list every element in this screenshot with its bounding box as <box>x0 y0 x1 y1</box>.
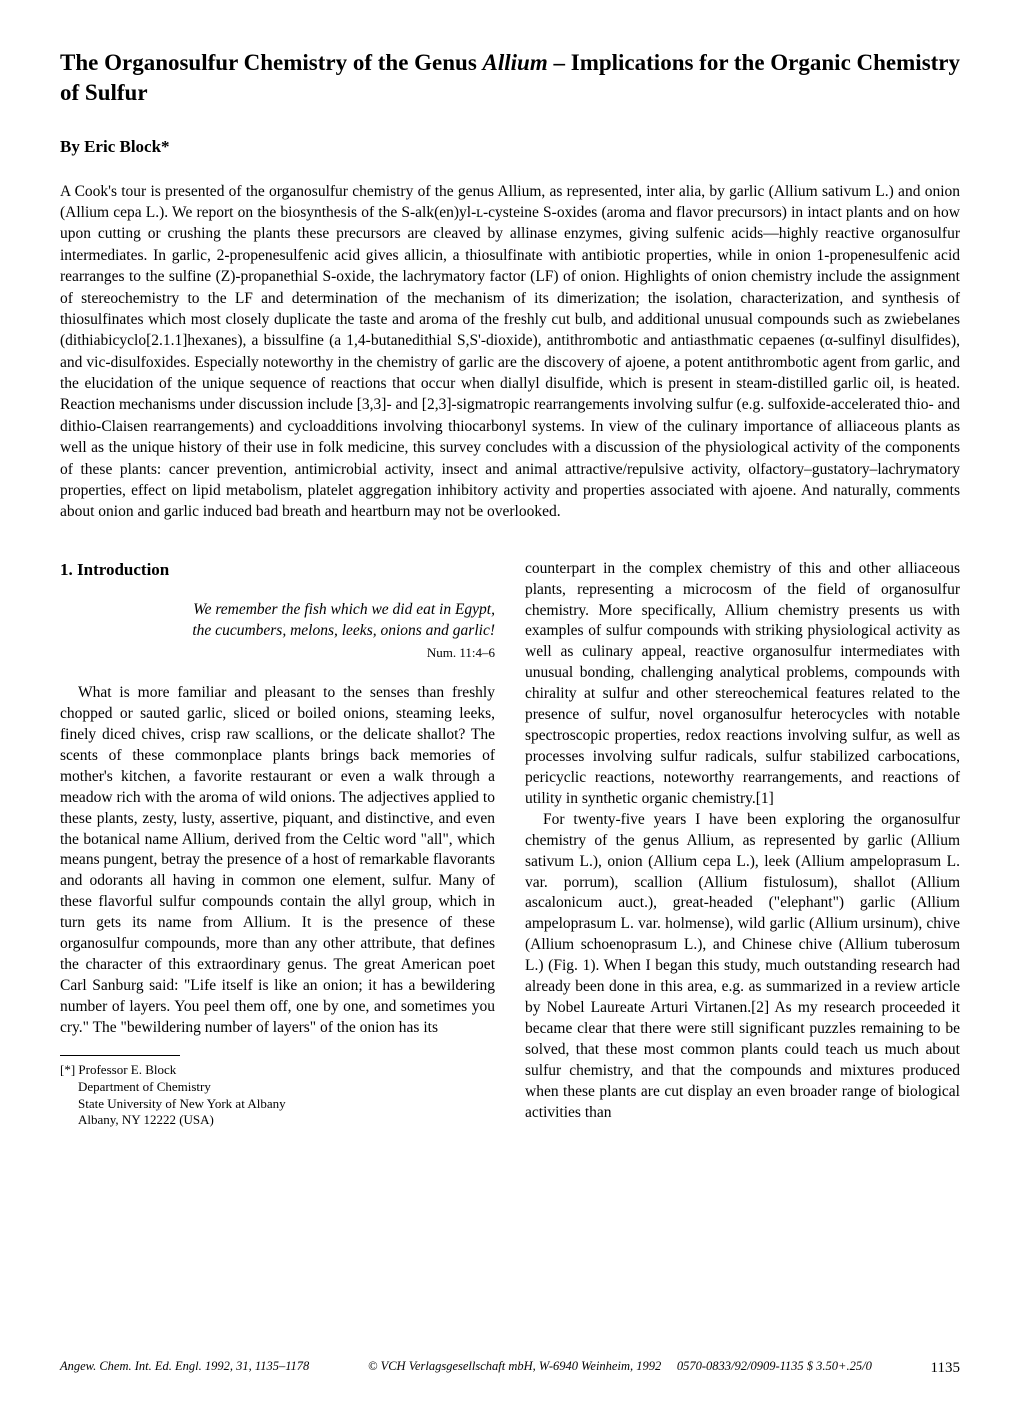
intro-paragraph-1: What is more familiar and pleasant to th… <box>60 683 495 1039</box>
footnote-address: Albany, NY 12222 (USA) <box>78 1112 214 1127</box>
footer-copyright-text: © VCH Verlagsgesellschaft mbH, W-6940 We… <box>368 1359 661 1373</box>
epigraph: We remember the fish which we did eat in… <box>120 600 495 661</box>
footnote-marker: [*] <box>60 1062 75 1077</box>
epigraph-line-2: the cucumbers, melons, leeks, onions and… <box>192 622 495 639</box>
abstract: A Cook's tour is presented of the organo… <box>60 181 960 523</box>
intro-paragraph-1-cont: counterpart in the complex chemistry of … <box>525 559 960 810</box>
author-footnote: [*] Professor E. Block Department of Che… <box>60 1062 495 1130</box>
page-footer: Angew. Chem. Int. Ed. Engl. 1992, 31, 11… <box>60 1358 960 1378</box>
footnote-name: Professor E. Block <box>78 1062 176 1077</box>
footnote-rule <box>60 1055 180 1056</box>
title-part-a: The Organosulfur Chemistry of the Genus <box>60 50 483 75</box>
footer-journal: Angew. Chem. Int. Ed. Engl. 1992, 31, 11… <box>60 1358 309 1378</box>
byline: By Eric Block* <box>60 136 960 159</box>
intro-paragraph-2: For twenty-five years I have been explor… <box>525 810 960 1124</box>
footnote-dept: Department of Chemistry <box>78 1079 211 1094</box>
title-genus-italic: Allium <box>483 50 548 75</box>
footer-issn-price: 0570-0833/92/0909-1135 $ 3.50+.25/0 <box>677 1359 872 1373</box>
right-column: counterpart in the complex chemistry of … <box>525 559 960 1130</box>
article-title: The Organosulfur Chemistry of the Genus … <box>60 48 960 108</box>
epigraph-line-1: We remember the fish which we did eat in… <box>193 601 495 618</box>
section-heading-introduction: 1. Introduction <box>60 559 495 582</box>
two-column-body: 1. Introduction We remember the fish whi… <box>60 559 960 1130</box>
left-column: 1. Introduction We remember the fish whi… <box>60 559 495 1130</box>
page-number: 1135 <box>931 1358 960 1378</box>
footer-copyright: © VCH Verlagsgesellschaft mbH, W-6940 We… <box>309 1358 930 1378</box>
footnote-univ: State University of New York at Albany <box>78 1096 286 1111</box>
epigraph-reference: Num. 11:4–6 <box>120 644 495 662</box>
